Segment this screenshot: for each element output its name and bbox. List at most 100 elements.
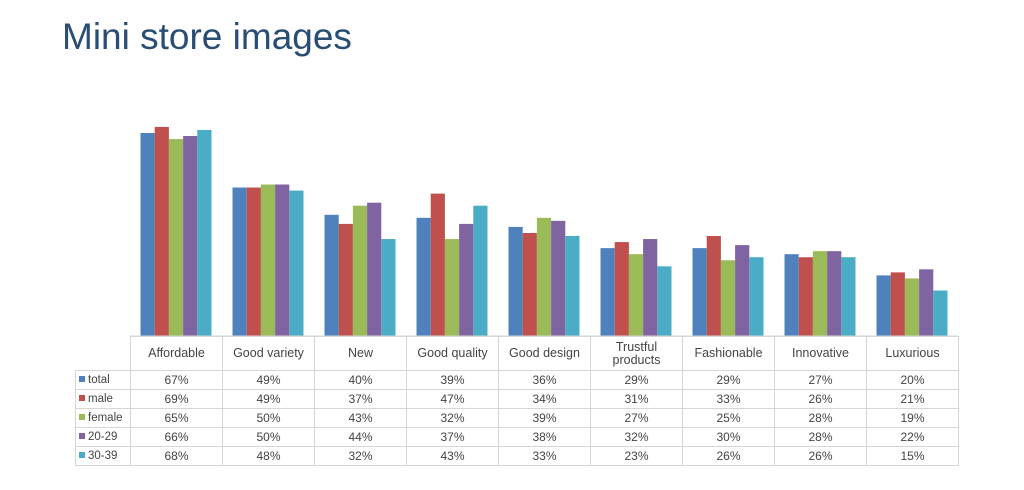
bar [183, 136, 198, 336]
bar [827, 251, 842, 336]
corner-cell [76, 337, 131, 371]
value-label: 26% [774, 389, 867, 409]
value-label: 40% [314, 370, 407, 390]
legend-entry: male [75, 389, 131, 409]
value-label: 39% [498, 408, 591, 428]
bar [289, 190, 304, 336]
value-label: 34% [498, 389, 591, 409]
data-table: Affordable Good variety New Good quality Goo… [75, 336, 959, 466]
bar [600, 248, 615, 336]
value-label: 29% [682, 370, 775, 390]
value-label: 36% [498, 370, 591, 390]
category-label: Luxurious [866, 336, 959, 371]
bar [919, 269, 934, 336]
data-row: total 67% 49% 40% 39% 36% 29% 29% 27% 20% [75, 370, 959, 390]
bar [197, 129, 212, 336]
category-label: Good design [498, 336, 591, 371]
bar [232, 187, 247, 336]
value-label: 27% [774, 370, 867, 390]
legend-swatch [79, 452, 85, 459]
bar [720, 260, 736, 336]
data-row: female 65% 50% 43% 32% 39% 27% 25% 28% 19% [75, 408, 959, 428]
bar [367, 202, 382, 336]
value-label: 65% [130, 408, 223, 428]
value-label: 37% [406, 427, 499, 447]
bar [657, 266, 672, 336]
value-label: 38% [498, 427, 591, 447]
bar [168, 139, 184, 336]
value-label: 32% [406, 408, 499, 428]
bar [692, 248, 707, 336]
legend-swatch [79, 395, 85, 402]
bar [904, 278, 920, 336]
value-label: 43% [314, 408, 407, 428]
value-label: 50% [222, 408, 315, 428]
value-label: 69% [130, 389, 223, 409]
category-label: Trustful products [590, 336, 683, 371]
bar [812, 251, 828, 336]
bar [352, 205, 368, 336]
value-label: 28% [774, 427, 867, 447]
bar [749, 257, 764, 336]
bar [798, 257, 813, 336]
value-label: 23% [590, 446, 683, 466]
chart [130, 126, 958, 337]
legend-swatch [79, 414, 85, 421]
value-label: 15% [866, 446, 959, 466]
bar [381, 239, 396, 336]
bar [933, 290, 948, 336]
value-label: 67% [130, 370, 223, 390]
legend-swatch [79, 376, 85, 383]
bar [551, 220, 566, 336]
category-label: Affordable [130, 336, 223, 371]
legend-entry: 20-29 [75, 427, 131, 447]
legend-label: 30-39 [88, 449, 118, 462]
value-label: 48% [222, 446, 315, 466]
bar [536, 217, 552, 336]
bar [522, 232, 537, 336]
bar [841, 257, 856, 336]
value-label: 50% [222, 427, 315, 447]
value-label: 32% [314, 446, 407, 466]
data-row: 20-29 66% 50% 44% 37% 38% 32% 30% 28% 22% [75, 427, 959, 447]
value-label: 68% [130, 446, 223, 466]
bar [430, 193, 445, 336]
data-row: male 69% 49% 37% 47% 34% 31% 33% 26% 21% [75, 389, 959, 409]
value-label: 66% [130, 427, 223, 447]
legend-label: male [88, 392, 113, 405]
value-label: 25% [682, 408, 775, 428]
header-row: Affordable Good variety New Good quality Goo… [76, 336, 959, 371]
legend-swatch [79, 433, 85, 440]
bar [140, 132, 155, 336]
bar [628, 254, 644, 336]
category-label: New [314, 336, 407, 371]
category-label: Good variety [222, 336, 315, 371]
value-label: 20% [866, 370, 959, 390]
legend-entry: female [75, 408, 131, 428]
bar [508, 226, 523, 336]
bar [565, 236, 580, 336]
legend-label: female [88, 411, 123, 424]
value-label: 21% [866, 389, 959, 409]
value-label: 33% [682, 389, 775, 409]
bar [246, 187, 261, 336]
category-label: Good quality [406, 336, 499, 371]
value-label: 27% [590, 408, 683, 428]
bar [890, 272, 905, 336]
legend-entry: total [75, 370, 131, 390]
value-label: 37% [314, 389, 407, 409]
legend-label: total [88, 373, 110, 386]
value-label: 31% [590, 389, 683, 409]
category-label: Fashionable [682, 336, 775, 371]
value-label: 26% [774, 446, 867, 466]
bar [275, 184, 290, 336]
bar [444, 239, 460, 336]
bar [324, 214, 339, 336]
bar [416, 217, 431, 336]
value-label: 29% [590, 370, 683, 390]
legend-label: 20-29 [88, 430, 118, 443]
value-label: 43% [406, 446, 499, 466]
bar [260, 184, 276, 336]
category-label: Innovative [774, 336, 867, 371]
